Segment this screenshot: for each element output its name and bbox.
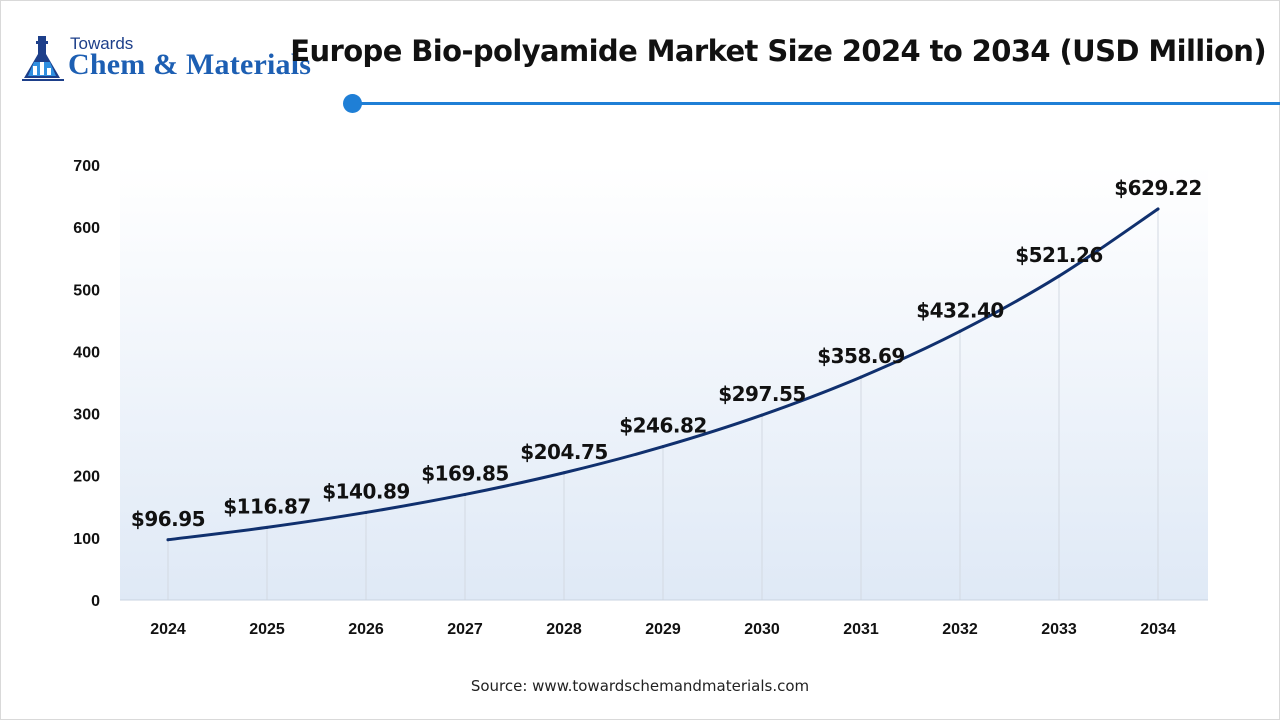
x-tick-label: 2034 (1140, 621, 1176, 638)
data-point (958, 329, 962, 333)
plot-area (120, 165, 1208, 600)
series-layer (166, 207, 1160, 542)
data-label: $96.95 (131, 507, 205, 531)
x-tick-label: 2028 (546, 621, 582, 638)
chart-title: Europe Bio-polyamide Market Size 2024 to… (290, 34, 1266, 68)
x-tick-label: 2027 (447, 621, 483, 638)
data-point (562, 471, 566, 475)
title-divider (352, 102, 1280, 105)
y-tick-label: 100 (73, 531, 100, 548)
title-divider-dot (343, 94, 362, 113)
x-tick-label: 2029 (645, 621, 681, 638)
data-label: $116.87 (223, 494, 311, 518)
axes: 0 100 200 300 400 500 600 700 2024 2025 2026 2027 20… (73, 158, 1208, 638)
x-tick-label: 2026 (348, 621, 384, 638)
data-label: $246.82 (619, 414, 707, 438)
data-point (661, 445, 665, 449)
data-label: $204.75 (520, 440, 608, 464)
data-point (859, 375, 863, 379)
x-tick-label: 2033 (1041, 621, 1077, 638)
data-label: $297.55 (718, 382, 806, 406)
data-point (760, 413, 764, 417)
y-tick-label: 500 (73, 282, 100, 299)
x-tick-label: 2024 (150, 621, 186, 638)
x-tick-label: 2030 (744, 621, 780, 638)
source-note: Source: www.towardschemandmaterials.com (470, 677, 810, 695)
x-tick-label: 2031 (843, 621, 879, 638)
y-tick-label: 300 (73, 407, 100, 424)
y-tick-label: 200 (73, 469, 100, 486)
data-point (166, 538, 170, 542)
y-tick-label: 600 (73, 220, 100, 237)
data-point (364, 510, 368, 514)
data-point (265, 525, 269, 529)
y-tick-label: 0 (91, 593, 100, 610)
brand-logo: Towards Chem & Materials (22, 34, 342, 86)
y-tick-label: 400 (73, 344, 100, 361)
gridlines (167, 208, 1159, 600)
x-tick-label: 2025 (249, 621, 285, 638)
data-label: $521.26 (1015, 243, 1103, 267)
data-label: $140.89 (322, 479, 410, 503)
data-labels: $96.95 $116.87 $140.89 $169.85 $204.75 $246.8… (131, 176, 1202, 531)
x-tick-label: 2032 (942, 621, 978, 638)
data-point (1156, 207, 1160, 211)
logo-text-towards: Towards (70, 34, 134, 53)
data-point (1057, 274, 1061, 278)
data-label: $432.40 (916, 298, 1004, 322)
data-label: $169.85 (421, 461, 509, 485)
y-tick-label: 700 (73, 158, 100, 175)
data-label: $358.69 (817, 344, 905, 368)
flask-chart-icon (22, 36, 64, 81)
data-point (463, 492, 467, 496)
logo-text-chem-materials: Chem & Materials (68, 48, 312, 81)
data-label: $629.22 (1114, 176, 1202, 200)
